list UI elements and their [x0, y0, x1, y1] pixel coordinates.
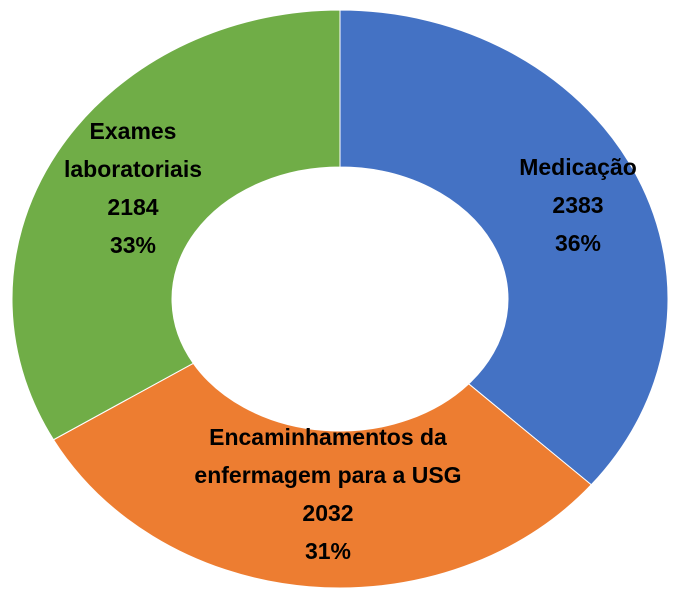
- label-value: 2184: [107, 194, 159, 220]
- label-category: Encaminhamentos da enfermagem para a USG: [194, 424, 462, 488]
- data-label: Exames laboratoriais 2184 33%: [18, 112, 248, 264]
- label-category: Exames laboratoriais: [63, 118, 203, 182]
- label-percent: 36%: [554, 230, 602, 256]
- data-label: Encaminhamentos da enfermagem para a USG…: [173, 418, 483, 570]
- label-percent: 33%: [109, 232, 157, 258]
- label-category: Medicação: [519, 154, 637, 180]
- label-percent: 31%: [304, 538, 352, 564]
- label-value: 2032: [302, 500, 354, 526]
- label-value: 2383: [552, 192, 604, 218]
- donut-slice: [52, 362, 592, 589]
- donut-slice: [339, 9, 669, 486]
- donut-slice: [11, 9, 341, 441]
- data-label: Medicação 2383 36%: [483, 148, 673, 262]
